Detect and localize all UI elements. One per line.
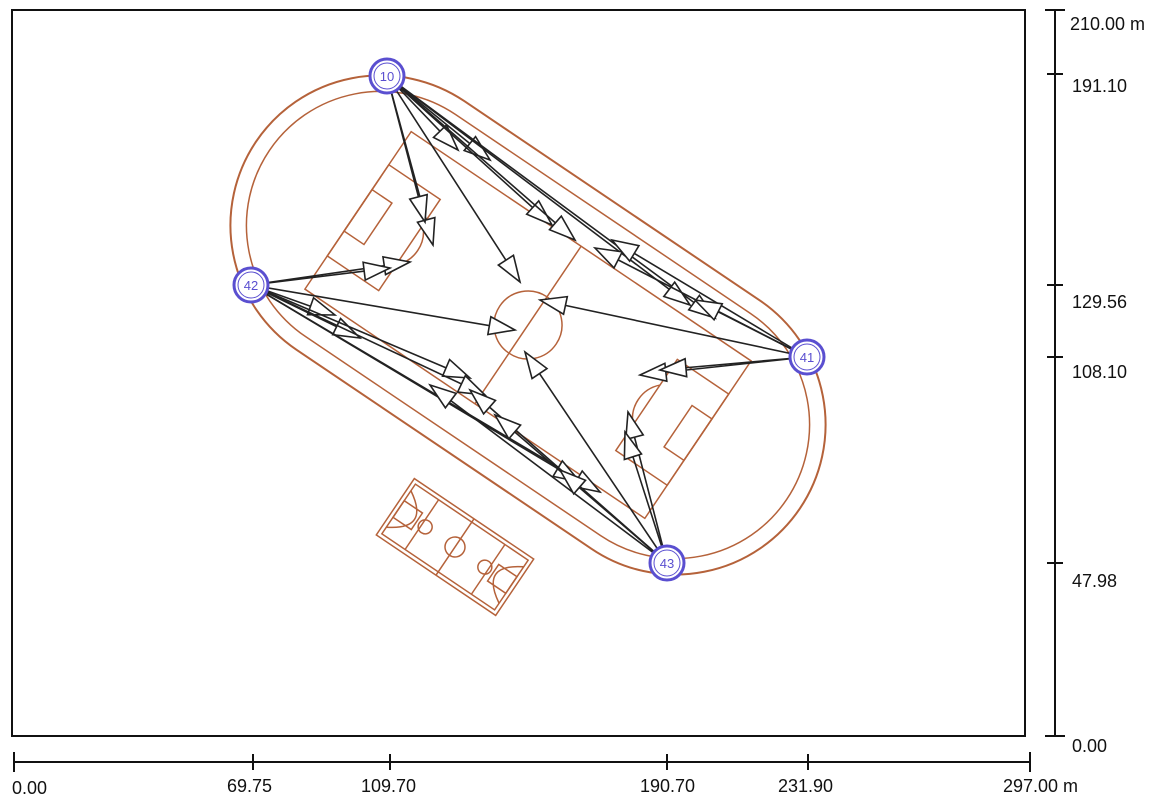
beam-line — [429, 384, 668, 564]
y-tick-label: 210.00 m — [1070, 14, 1145, 34]
y-dimension-axis — [1045, 9, 1065, 737]
beam-arrowhead — [468, 388, 497, 416]
beam-line — [524, 351, 668, 564]
beam-line — [386, 75, 576, 241]
beam-arrowhead — [637, 362, 668, 383]
x-tick-label: 69.75 — [227, 776, 272, 796]
beam-arrowhead — [493, 413, 522, 441]
track-outer — [229, 74, 827, 576]
pole-42-label: 42 — [244, 278, 258, 293]
aiming-beams — [250, 75, 808, 564]
beam-arrowhead — [537, 295, 569, 316]
goal-area-right — [663, 404, 713, 462]
beam-arrowhead — [382, 255, 413, 276]
beam-arrowhead — [609, 238, 641, 263]
stadium — [229, 74, 827, 576]
pole-41-marker — [788, 338, 826, 376]
beam-arrowhead — [548, 214, 577, 242]
beam-arrowhead — [592, 246, 624, 270]
pole-10[interactable]: 10 — [368, 57, 406, 95]
beam-line — [386, 75, 691, 306]
track-inner — [245, 90, 811, 560]
beam-line — [539, 299, 808, 358]
beam-arrowhead — [432, 123, 460, 152]
pole-42-marker — [232, 266, 270, 304]
y-tick-label: 47.98 — [1072, 571, 1117, 591]
x-tick-label: 190.70 — [640, 776, 695, 796]
beam-arrowhead — [558, 468, 587, 496]
center-circle — [493, 290, 563, 360]
x-dimension-axis — [13, 752, 1031, 772]
basketball-court — [375, 477, 535, 617]
beam-arrowhead — [692, 298, 724, 322]
beam-arrowhead — [623, 429, 643, 461]
beam-arrowhead — [441, 358, 473, 379]
beam-arrowhead — [525, 199, 554, 227]
pole-41[interactable]: 41 — [788, 338, 826, 376]
x-tick-label: 0.00 — [12, 778, 47, 798]
pole-10-marker — [368, 57, 406, 95]
pole-43-label: 43 — [660, 556, 674, 571]
beam-arrowhead — [486, 315, 518, 336]
pole-42[interactable]: 42 — [232, 266, 270, 304]
beam-line — [386, 75, 521, 283]
beam-arrowhead — [496, 253, 522, 285]
beam-arrowhead — [624, 409, 645, 441]
x-tick-label: 231.90 — [778, 776, 833, 796]
y-tick-label: 108.10 — [1072, 362, 1127, 382]
beam-line — [250, 284, 581, 483]
x-tick-label: 109.70 — [361, 776, 416, 796]
beam-arrowhead — [428, 383, 458, 410]
beam-arrowhead — [362, 261, 393, 282]
y-tick-label: 191.10 — [1072, 76, 1127, 96]
beam-arrowhead — [523, 349, 549, 380]
beam-line — [250, 284, 516, 331]
y-tick-label: 129.56 — [1072, 292, 1127, 312]
goal-area-left — [343, 188, 393, 246]
pole-41-label: 41 — [800, 350, 814, 365]
beam-arrowhead — [416, 216, 436, 248]
beam-line — [250, 284, 471, 379]
pole-10-label: 10 — [380, 69, 394, 84]
beam-arrowhead — [657, 357, 688, 378]
beam-line — [250, 284, 486, 396]
beam-line — [611, 239, 808, 358]
beam-arrowhead — [408, 193, 429, 225]
plan-frame — [11, 9, 1026, 737]
pole-43[interactable]: 43 — [648, 544, 686, 582]
halfway-line — [474, 245, 582, 405]
pole-43-marker — [648, 544, 686, 582]
x-tick-label: 297.00 m — [1003, 776, 1078, 796]
y-tick-label: 0.00 — [1072, 736, 1107, 756]
